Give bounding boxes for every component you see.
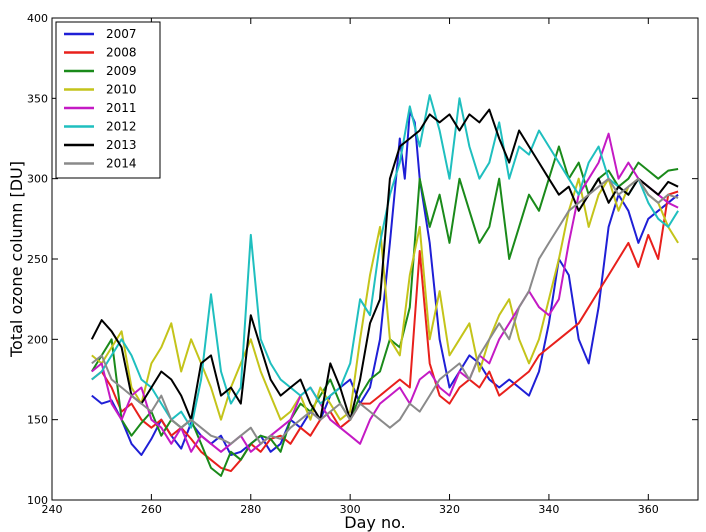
legend-label-2010: 2010 [106,83,137,97]
y-tick-label: 300 [27,173,48,186]
legend-label-2008: 2008 [106,46,137,60]
x-axis-ticks: 240 260 280 300 320 340 360 [42,18,659,516]
y-axis-ticks: 100 150 200 250 300 350 400 [27,12,698,507]
y-tick-label: 100 [27,494,48,507]
y-tick-label: 200 [27,333,48,346]
x-tick-label: 280 [240,503,261,516]
y-axis-label: Total ozone column [DU] [7,161,26,358]
x-tick-label: 240 [42,503,63,516]
x-tick-label: 340 [538,503,559,516]
series-line-2012 [91,94,679,429]
y-tick-label: 150 [27,414,48,427]
legend-label-2013: 2013 [106,138,137,152]
legend-label-2012: 2012 [106,120,137,134]
y-tick-label: 350 [27,92,48,105]
legend-label-2011: 2011 [106,101,137,115]
legend-label-2014: 2014 [106,157,137,171]
legend-label-2007: 2007 [106,27,137,41]
x-tick-label: 300 [340,503,361,516]
series-line-2013 [90,108,679,421]
series-line-2014 [91,177,679,445]
y-tick-label: 400 [27,12,48,25]
series-line-2008 [91,190,679,473]
x-tick-label: 360 [638,503,659,516]
legend: 2007 2008 2009 2010 2011 2012 2013 2014 [55,21,161,179]
x-tick-label: 320 [439,503,460,516]
y-tick-label: 250 [27,253,48,266]
legend-label-2009: 2009 [106,64,137,78]
x-axis-label: Day no. [344,513,405,532]
legend-box [55,21,161,179]
series-lines [90,94,679,477]
x-tick-label: 260 [141,503,162,516]
